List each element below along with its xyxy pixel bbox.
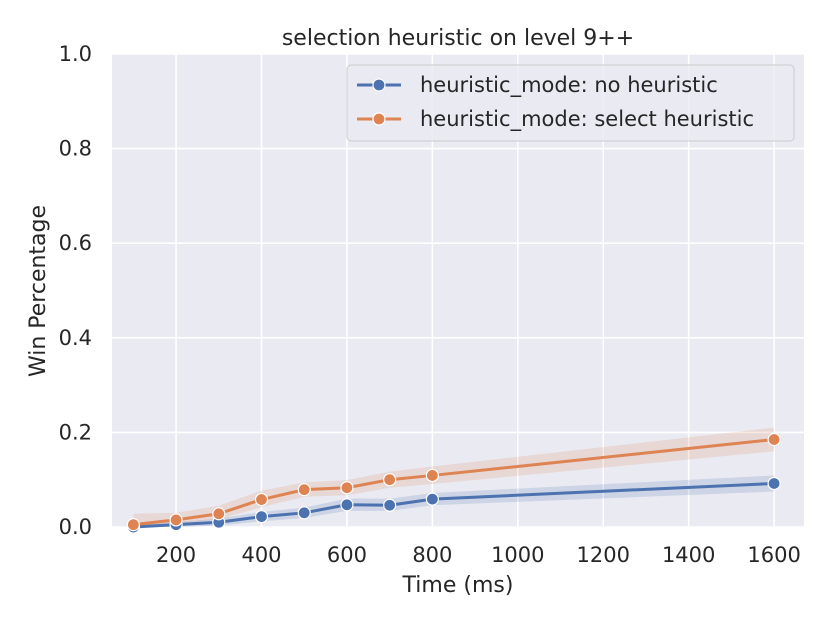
x-tick-label: 800: [412, 543, 452, 567]
data-point-select-heuristic: [212, 507, 226, 521]
data-point-select-heuristic: [425, 468, 439, 483]
y-tick-label: 0.4: [59, 326, 92, 350]
data-point-select-heuristic: [767, 432, 781, 447]
data-point-select-heuristic: [254, 492, 269, 507]
legend-frame: [346, 64, 795, 142]
x-axis-title: Time (ms): [402, 573, 514, 598]
data-point-no-heuristic: [297, 506, 311, 520]
data-point-select-heuristic: [340, 481, 354, 495]
data-point-select-heuristic: [169, 513, 183, 527]
x-tick-label: 200: [156, 543, 196, 567]
x-tick-label: 400: [241, 543, 281, 567]
data-point-no-heuristic: [340, 498, 354, 512]
tick-label-layer: 200 400 600 800 1000 1200 1400 1600 0.0 0.2 0.4 0.6…: [59, 42, 801, 567]
x-tick-label: 1400: [662, 543, 715, 567]
data-point-no-heuristic: [767, 476, 781, 491]
x-tick-label: 1200: [577, 543, 630, 567]
legend-marker-select-heuristic: [372, 112, 386, 126]
y-tick-label: 0.8: [59, 137, 92, 161]
legend-label-no-heuristic: heuristic_mode: no heuristic: [420, 73, 718, 98]
confidence-band-select-heuristic: [133, 427, 775, 527]
y-tick-label: 0.2: [59, 420, 92, 444]
legend-marker-no-heuristic: [372, 78, 386, 92]
x-tick-label: 1600: [747, 543, 800, 567]
series-line-layer: [126, 432, 781, 534]
data-point-select-heuristic: [383, 473, 397, 487]
x-tick-label: 600: [327, 543, 367, 567]
y-tick-label: 0.6: [59, 231, 92, 255]
y-tick-label: 0.0: [59, 515, 92, 539]
data-point-no-heuristic: [383, 498, 397, 512]
x-tick-label: 1000: [491, 543, 544, 567]
legend: heuristic_mode: no heuristic heuristic_m…: [346, 64, 795, 142]
data-point-no-heuristic: [425, 492, 439, 506]
y-tick-label: 1.0: [59, 42, 92, 66]
chart-title: selection heuristic on level 9++: [282, 26, 634, 51]
data-point-select-heuristic: [297, 483, 311, 497]
legend-label-select-heuristic: heuristic_mode: select heuristic: [420, 107, 754, 132]
y-axis-title: Win Percentage: [26, 205, 51, 377]
data-point-select-heuristic: [126, 518, 140, 532]
data-point-no-heuristic: [254, 509, 269, 524]
